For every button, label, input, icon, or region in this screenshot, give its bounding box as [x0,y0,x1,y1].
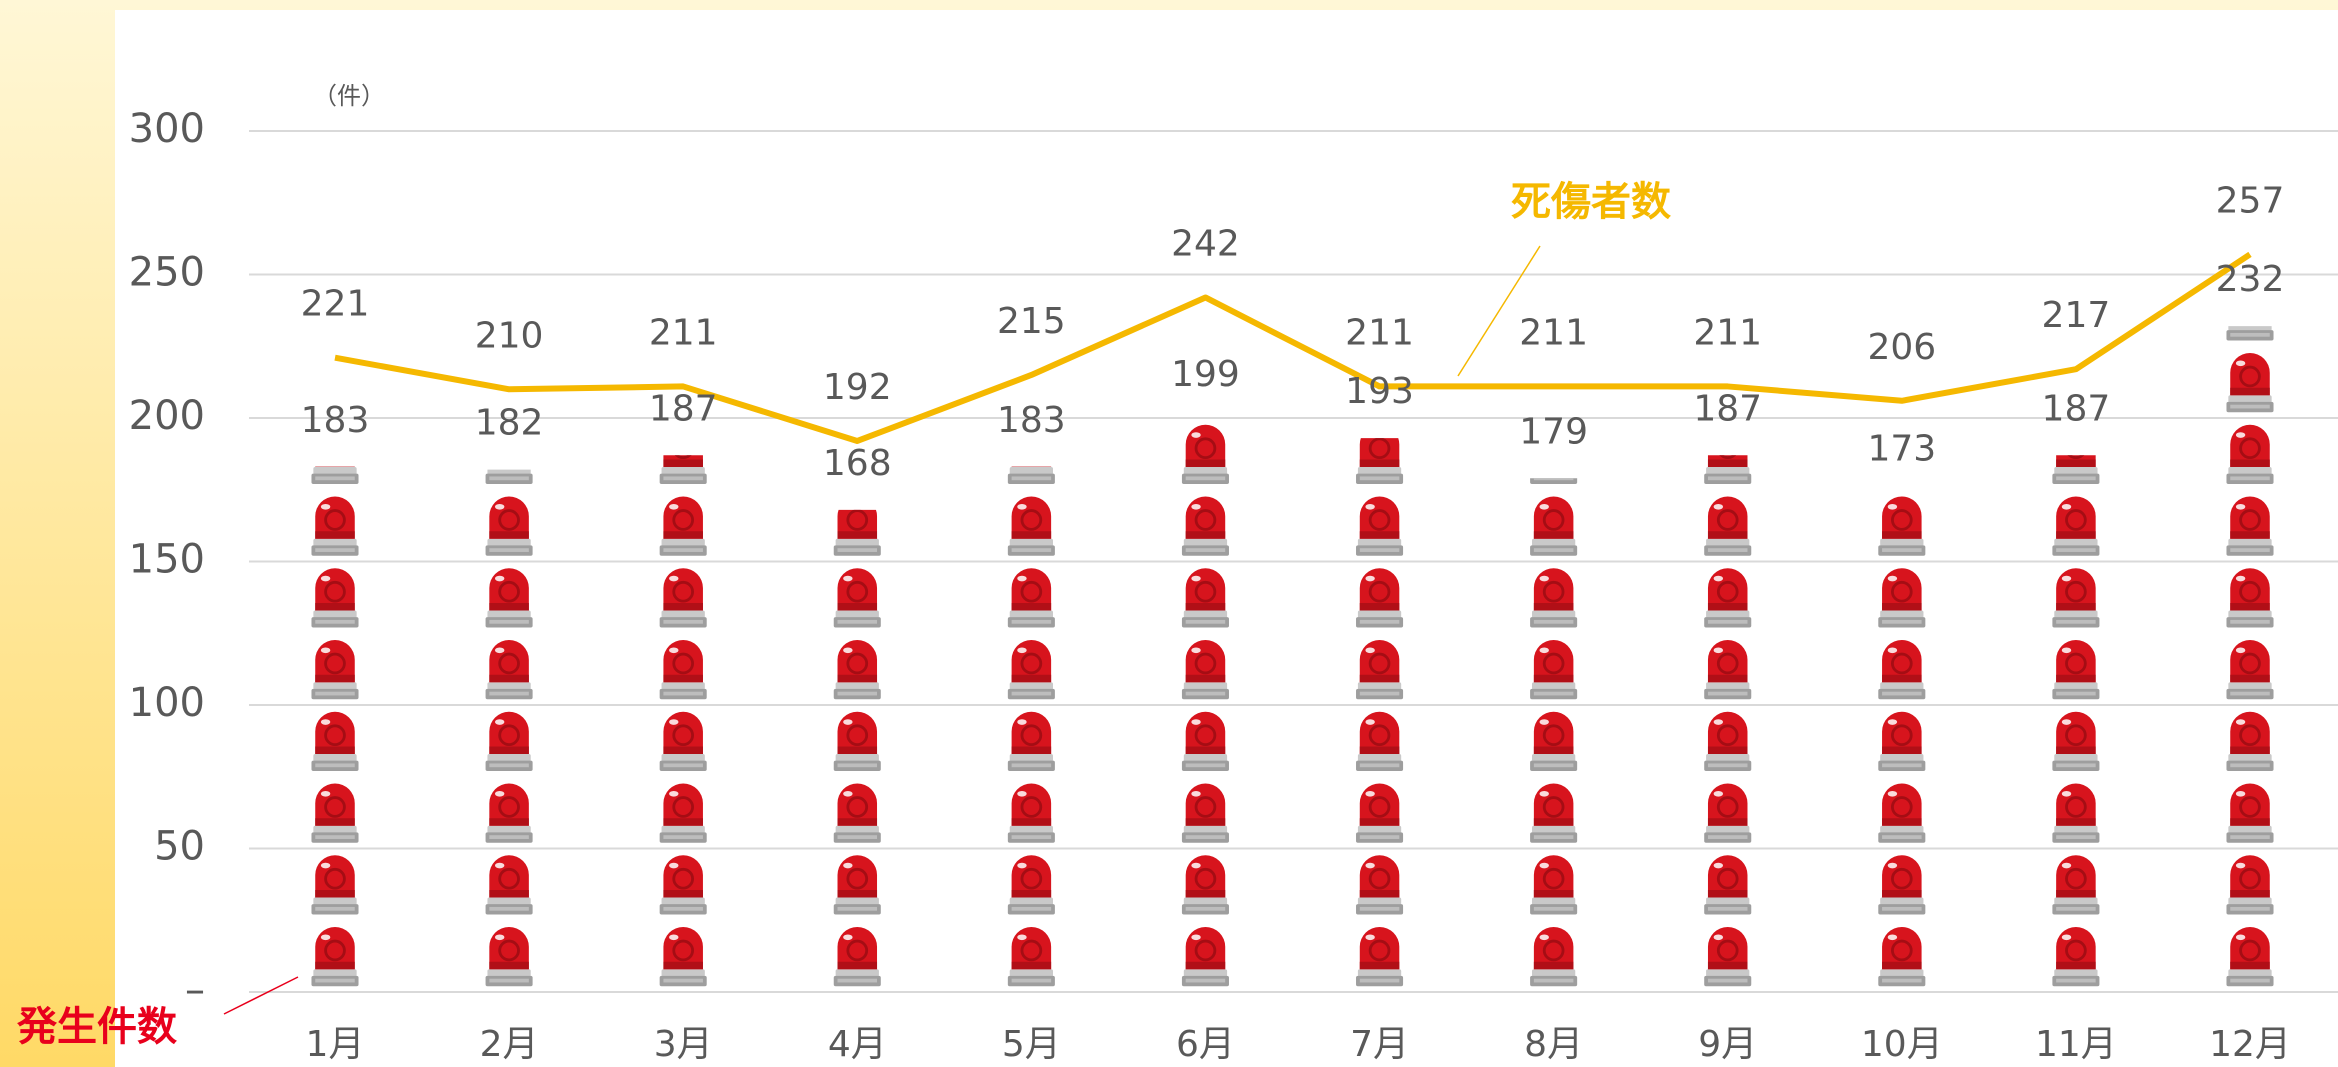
bar [1877,495,1927,992]
y-tick-label: 200 [129,393,205,439]
bar-value-label: 187 [2042,388,2111,429]
x-tick-label: 8月 [1524,1024,1583,1065]
bar-value-label: 168 [823,443,892,484]
x-tick-label: 11月 [2035,1024,2117,1065]
bar-value-label: 187 [1693,388,1762,429]
y-tick-label: – [185,967,205,1013]
y-tick-label: 150 [129,537,205,583]
bar [1355,438,1405,992]
bar [310,467,360,992]
x-tick-label: 3月 [654,1024,713,1065]
series-annotation: 発生件数 [17,1004,177,1050]
line-value-label: 192 [823,367,892,408]
line-series [334,251,2252,444]
x-tick-label: 2月 [480,1024,539,1065]
bar [484,470,534,992]
annotation-pointer [1457,245,1541,377]
line-value-label: 221 [301,284,370,325]
y-tick-label: 100 [129,680,205,726]
bar-value-label: 179 [1519,411,1588,452]
x-tick-label: 10月 [1861,1024,1943,1065]
annotation-pointer [223,976,299,1015]
bar-value-label: 199 [1171,354,1240,395]
line-value-label: 211 [1345,312,1414,353]
bar-value-label: 183 [301,400,370,441]
bar-value-label: 182 [475,403,544,444]
bar [1703,455,1753,992]
bar-value-label: 187 [649,388,718,429]
y-tick-label: 250 [129,250,205,296]
bar [2051,455,2101,992]
x-tick-label: 7月 [1350,1024,1409,1065]
bar-value-label: 183 [997,400,1066,441]
line-value-label: 211 [1519,312,1588,353]
line-value-label: 215 [997,301,1066,342]
bar-value-label: 232 [2216,259,2285,300]
bar [658,455,708,992]
x-tick-label: 1月 [306,1024,365,1065]
bar [832,510,882,992]
x-tick-label: 9月 [1698,1024,1757,1065]
y-tick-label: 50 [154,824,205,870]
x-tick-label: 6月 [1176,1024,1235,1065]
line-value-label: 211 [1693,312,1762,353]
bar [1180,421,1230,992]
line-value-label: 210 [475,315,544,356]
bar [1006,467,1056,992]
line-value-label: 242 [1171,223,1240,264]
line-value-label: 217 [2042,295,2111,336]
plot-panel [115,10,2338,1067]
bar-value-label: 193 [1345,371,1414,412]
x-tick-label: 5月 [1002,1024,1061,1065]
unit-label: （件） [313,82,385,110]
series-annotation: 死傷者数 [1511,179,1671,225]
line-value-label: 206 [1867,327,1936,368]
x-tick-label: 4月 [828,1024,887,1065]
line-value-label: 211 [649,312,718,353]
x-tick-label: 12月 [2209,1024,2291,1065]
y-tick-label: 300 [129,106,205,152]
bar [2225,326,2275,992]
bar-value-label: 173 [1867,428,1936,469]
line-value-label: 257 [2216,180,2285,221]
bar [1529,478,1579,992]
